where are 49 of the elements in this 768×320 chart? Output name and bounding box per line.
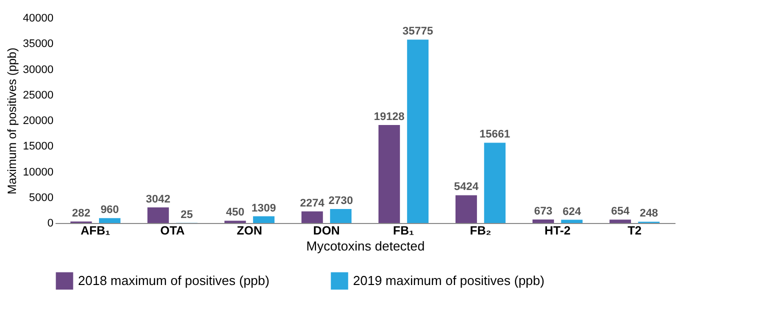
- y-axis-title: Maximum of positives (ppb): [4, 48, 19, 194]
- y-tick-label: 25000: [22, 89, 54, 102]
- data-label: 624: [562, 206, 582, 218]
- data-label: 35775: [402, 26, 434, 38]
- x-tick-label: HT-2: [544, 224, 571, 238]
- data-label: 25: [180, 208, 193, 221]
- data-label: 2274: [300, 197, 326, 210]
- data-label: 5424: [454, 181, 480, 194]
- bar: [484, 142, 506, 223]
- y-tick-label: 30000: [22, 64, 54, 76]
- bar: [147, 207, 169, 223]
- bar: [561, 220, 583, 223]
- x-tick-label: T2: [628, 224, 642, 238]
- legend-label: 2019 maximum of positives (ppb): [353, 272, 544, 288]
- data-label: 654: [611, 206, 630, 218]
- x-tick-label: AFB₁: [80, 224, 110, 238]
- x-tick-label: FB₁: [393, 224, 414, 238]
- data-label: 960: [100, 204, 119, 216]
- y-tick-label: 10000: [22, 166, 54, 178]
- x-tick-label: FB₂: [470, 224, 492, 238]
- data-label: 2730: [328, 195, 354, 208]
- data-label: 3042: [146, 193, 170, 206]
- bar: [378, 124, 400, 223]
- bar: [407, 40, 429, 223]
- y-tick-label: 40000: [22, 12, 54, 24]
- data-label: 248: [640, 208, 658, 220]
- data-label: 1309: [252, 202, 276, 214]
- data-label: 450: [226, 206, 244, 219]
- data-label: 19128: [374, 110, 405, 123]
- y-tick-label: 0: [47, 218, 54, 230]
- bar: [301, 211, 323, 223]
- x-tick-label: ZON: [236, 224, 262, 238]
- y-tick-label: 15000: [22, 140, 54, 153]
- bar: [455, 195, 477, 223]
- bar: [610, 220, 631, 223]
- bar: [253, 216, 275, 223]
- y-tick-label: 35000: [22, 38, 54, 50]
- y-tick-label: 20000: [22, 115, 54, 127]
- x-axis-title: Mycotoxins detected: [306, 238, 425, 254]
- data-label: 673: [534, 206, 552, 218]
- x-tick-label: DON: [313, 224, 340, 238]
- y-tick-label: 5000: [29, 192, 54, 204]
- legend-label: 2018 maximum of positives (ppb): [78, 272, 270, 288]
- bar: [99, 218, 120, 223]
- bar: [330, 209, 352, 223]
- x-tick-label: OTA: [160, 224, 185, 238]
- bar: [532, 220, 554, 223]
- data-label: 282: [72, 208, 90, 220]
- data-label: 15661: [480, 128, 510, 141]
